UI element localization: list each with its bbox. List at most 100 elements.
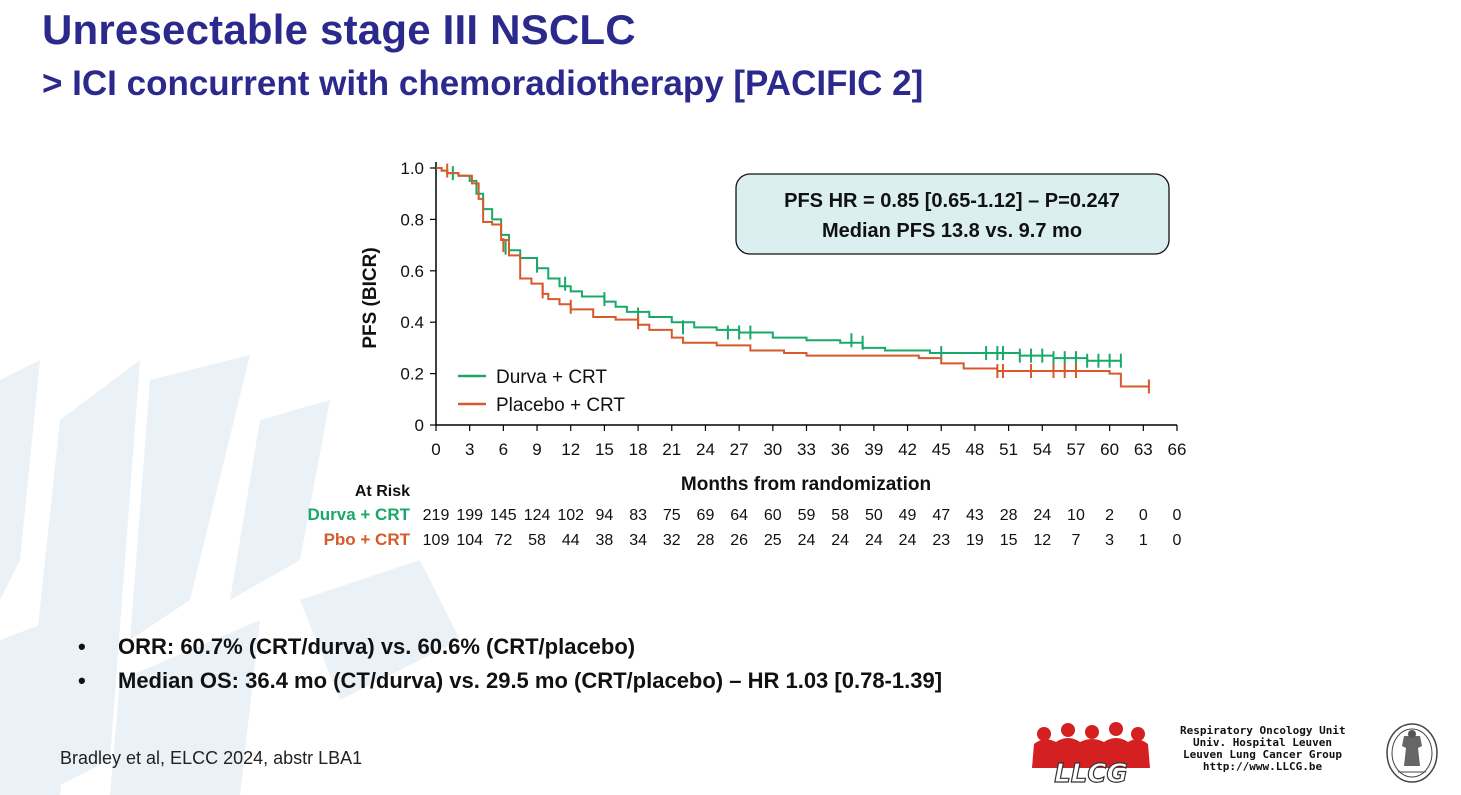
citation: Bradley et al, ELCC 2024, abstr LBA1	[60, 748, 363, 768]
at-risk-value: 25	[764, 532, 782, 549]
x-tick-label: 0	[431, 440, 440, 459]
slide-title: Unresectable stage III NSCLC	[42, 6, 636, 53]
bullet-dot-icon: •	[78, 634, 86, 659]
x-tick-label: 6	[499, 440, 508, 459]
at-risk-value: 28	[1000, 507, 1018, 524]
at-risk-value: 38	[596, 532, 614, 549]
at-risk-value: 124	[524, 507, 551, 524]
y-tick-label: 0.6	[400, 262, 424, 281]
bullet-list: • ORR: 60.7% (CRT/durva) vs. 60.6% (CRT/…	[78, 630, 942, 698]
x-tick-label: 60	[1100, 440, 1119, 459]
at-risk-value: 0	[1139, 507, 1148, 524]
at-risk-value: 12	[1033, 532, 1051, 549]
x-tick-label: 45	[932, 440, 951, 459]
at-risk-label: At Risk	[355, 483, 410, 500]
bullet-orr-text: ORR: 60.7% (CRT/durva) vs. 60.6% (CRT/pl…	[118, 634, 636, 659]
org-line-4: http://www.LLCG.be	[1202, 760, 1323, 773]
x-tick-label: 48	[965, 440, 984, 459]
legend-label: Placebo + CRT	[496, 395, 625, 416]
at-risk-value: 24	[831, 532, 849, 549]
y-tick-label: 0.8	[400, 210, 424, 229]
at-risk-value: 7	[1072, 532, 1081, 549]
x-tick-label: 18	[629, 440, 648, 459]
at-risk-value: 47	[932, 507, 950, 524]
x-tick-label: 36	[831, 440, 850, 459]
at-risk-value: 49	[899, 507, 917, 524]
annotation-text: PFS HR = 0.85 [0.65-1.12] – P=0.247	[784, 190, 1120, 212]
at-risk-value: 2	[1105, 507, 1114, 524]
at-risk-value: 24	[798, 532, 816, 549]
x-tick-label: 3	[465, 440, 474, 459]
x-tick-label: 30	[763, 440, 782, 459]
slide-subtitle: > ICI concurrent with chemoradiotherapy …	[42, 64, 924, 103]
at-risk-value: 64	[730, 507, 748, 524]
y-tick-label: 0	[415, 416, 424, 435]
at-risk-value: 24	[899, 532, 917, 549]
at-risk-value: 102	[557, 507, 584, 524]
at-risk-value: 72	[494, 532, 512, 549]
bullet-os: • Median OS: 36.4 mo (CT/durva) vs. 29.5…	[78, 664, 942, 698]
x-tick-label: 27	[730, 440, 749, 459]
at-risk-value: 15	[1000, 532, 1018, 549]
at-risk-value: 1	[1139, 532, 1148, 549]
at-risk-value: 3	[1105, 532, 1114, 549]
at-risk-value: 0	[1173, 507, 1182, 524]
at-risk-value: 32	[663, 532, 681, 549]
university-seal-icon	[1386, 723, 1438, 783]
org-line-1: Respiratory Oncology Unit	[1180, 724, 1346, 737]
x-tick-label: 24	[696, 440, 715, 459]
annotation-box	[735, 173, 1170, 255]
x-axis-label: Months from randomization	[681, 474, 931, 495]
x-tick-label: 9	[532, 440, 541, 459]
x-tick-label: 12	[561, 440, 580, 459]
x-tick-label: 21	[662, 440, 681, 459]
x-tick-label: 51	[999, 440, 1018, 459]
at-risk-value: 24	[865, 532, 883, 549]
legend-label: Durva + CRT	[496, 367, 607, 388]
at-risk-value: 59	[798, 507, 816, 524]
y-axis-label: PFS (BICR)	[360, 247, 381, 348]
at-risk-value: 26	[730, 532, 748, 549]
bullet-dot-icon: •	[78, 668, 86, 693]
at-risk-value: 58	[528, 532, 546, 549]
at-risk-value: 0	[1173, 532, 1182, 549]
logo-text: LLCG	[1054, 759, 1128, 786]
at-risk-value: 19	[966, 532, 984, 549]
x-tick-label: 63	[1134, 440, 1153, 459]
org-info: Respiratory Oncology Unit Univ. Hospital…	[1180, 724, 1346, 773]
llcg-logo-icon: LLCG	[1032, 722, 1150, 786]
at-risk-row-label: Pbo + CRT	[324, 530, 411, 549]
at-risk-value: 44	[562, 532, 580, 549]
x-tick-label: 57	[1066, 440, 1085, 459]
at-risk-value: 58	[831, 507, 849, 524]
y-tick-label: 0.2	[400, 365, 424, 384]
at-risk-value: 43	[966, 507, 984, 524]
at-risk-value: 24	[1033, 507, 1051, 524]
org-line-2: Univ. Hospital Leuven	[1192, 736, 1333, 749]
at-risk-value: 10	[1067, 507, 1085, 524]
x-tick-label: 42	[898, 440, 917, 459]
at-risk-row-label: Durva + CRT	[308, 505, 411, 524]
at-risk-value: 34	[629, 532, 647, 549]
at-risk-value: 69	[697, 507, 715, 524]
x-tick-label: 39	[864, 440, 883, 459]
at-risk-value: 104	[456, 532, 483, 549]
at-risk-value: 60	[764, 507, 782, 524]
y-tick-label: 0.4	[400, 313, 424, 332]
at-risk-value: 145	[490, 507, 517, 524]
at-risk-value: 109	[423, 532, 450, 549]
annotation-text: Median PFS 13.8 vs. 9.7 mo	[822, 220, 1082, 242]
at-risk-value: 83	[629, 507, 647, 524]
at-risk-value: 94	[596, 507, 614, 524]
series-line-placebo	[436, 167, 1149, 388]
at-risk-value: 28	[697, 532, 715, 549]
at-risk-value: 199	[456, 507, 483, 524]
x-tick-label: 66	[1168, 440, 1187, 459]
bullet-orr: • ORR: 60.7% (CRT/durva) vs. 60.6% (CRT/…	[78, 630, 942, 664]
at-risk-value: 75	[663, 507, 681, 524]
at-risk-value: 50	[865, 507, 883, 524]
x-tick-label: 54	[1033, 440, 1052, 459]
x-tick-label: 33	[797, 440, 816, 459]
